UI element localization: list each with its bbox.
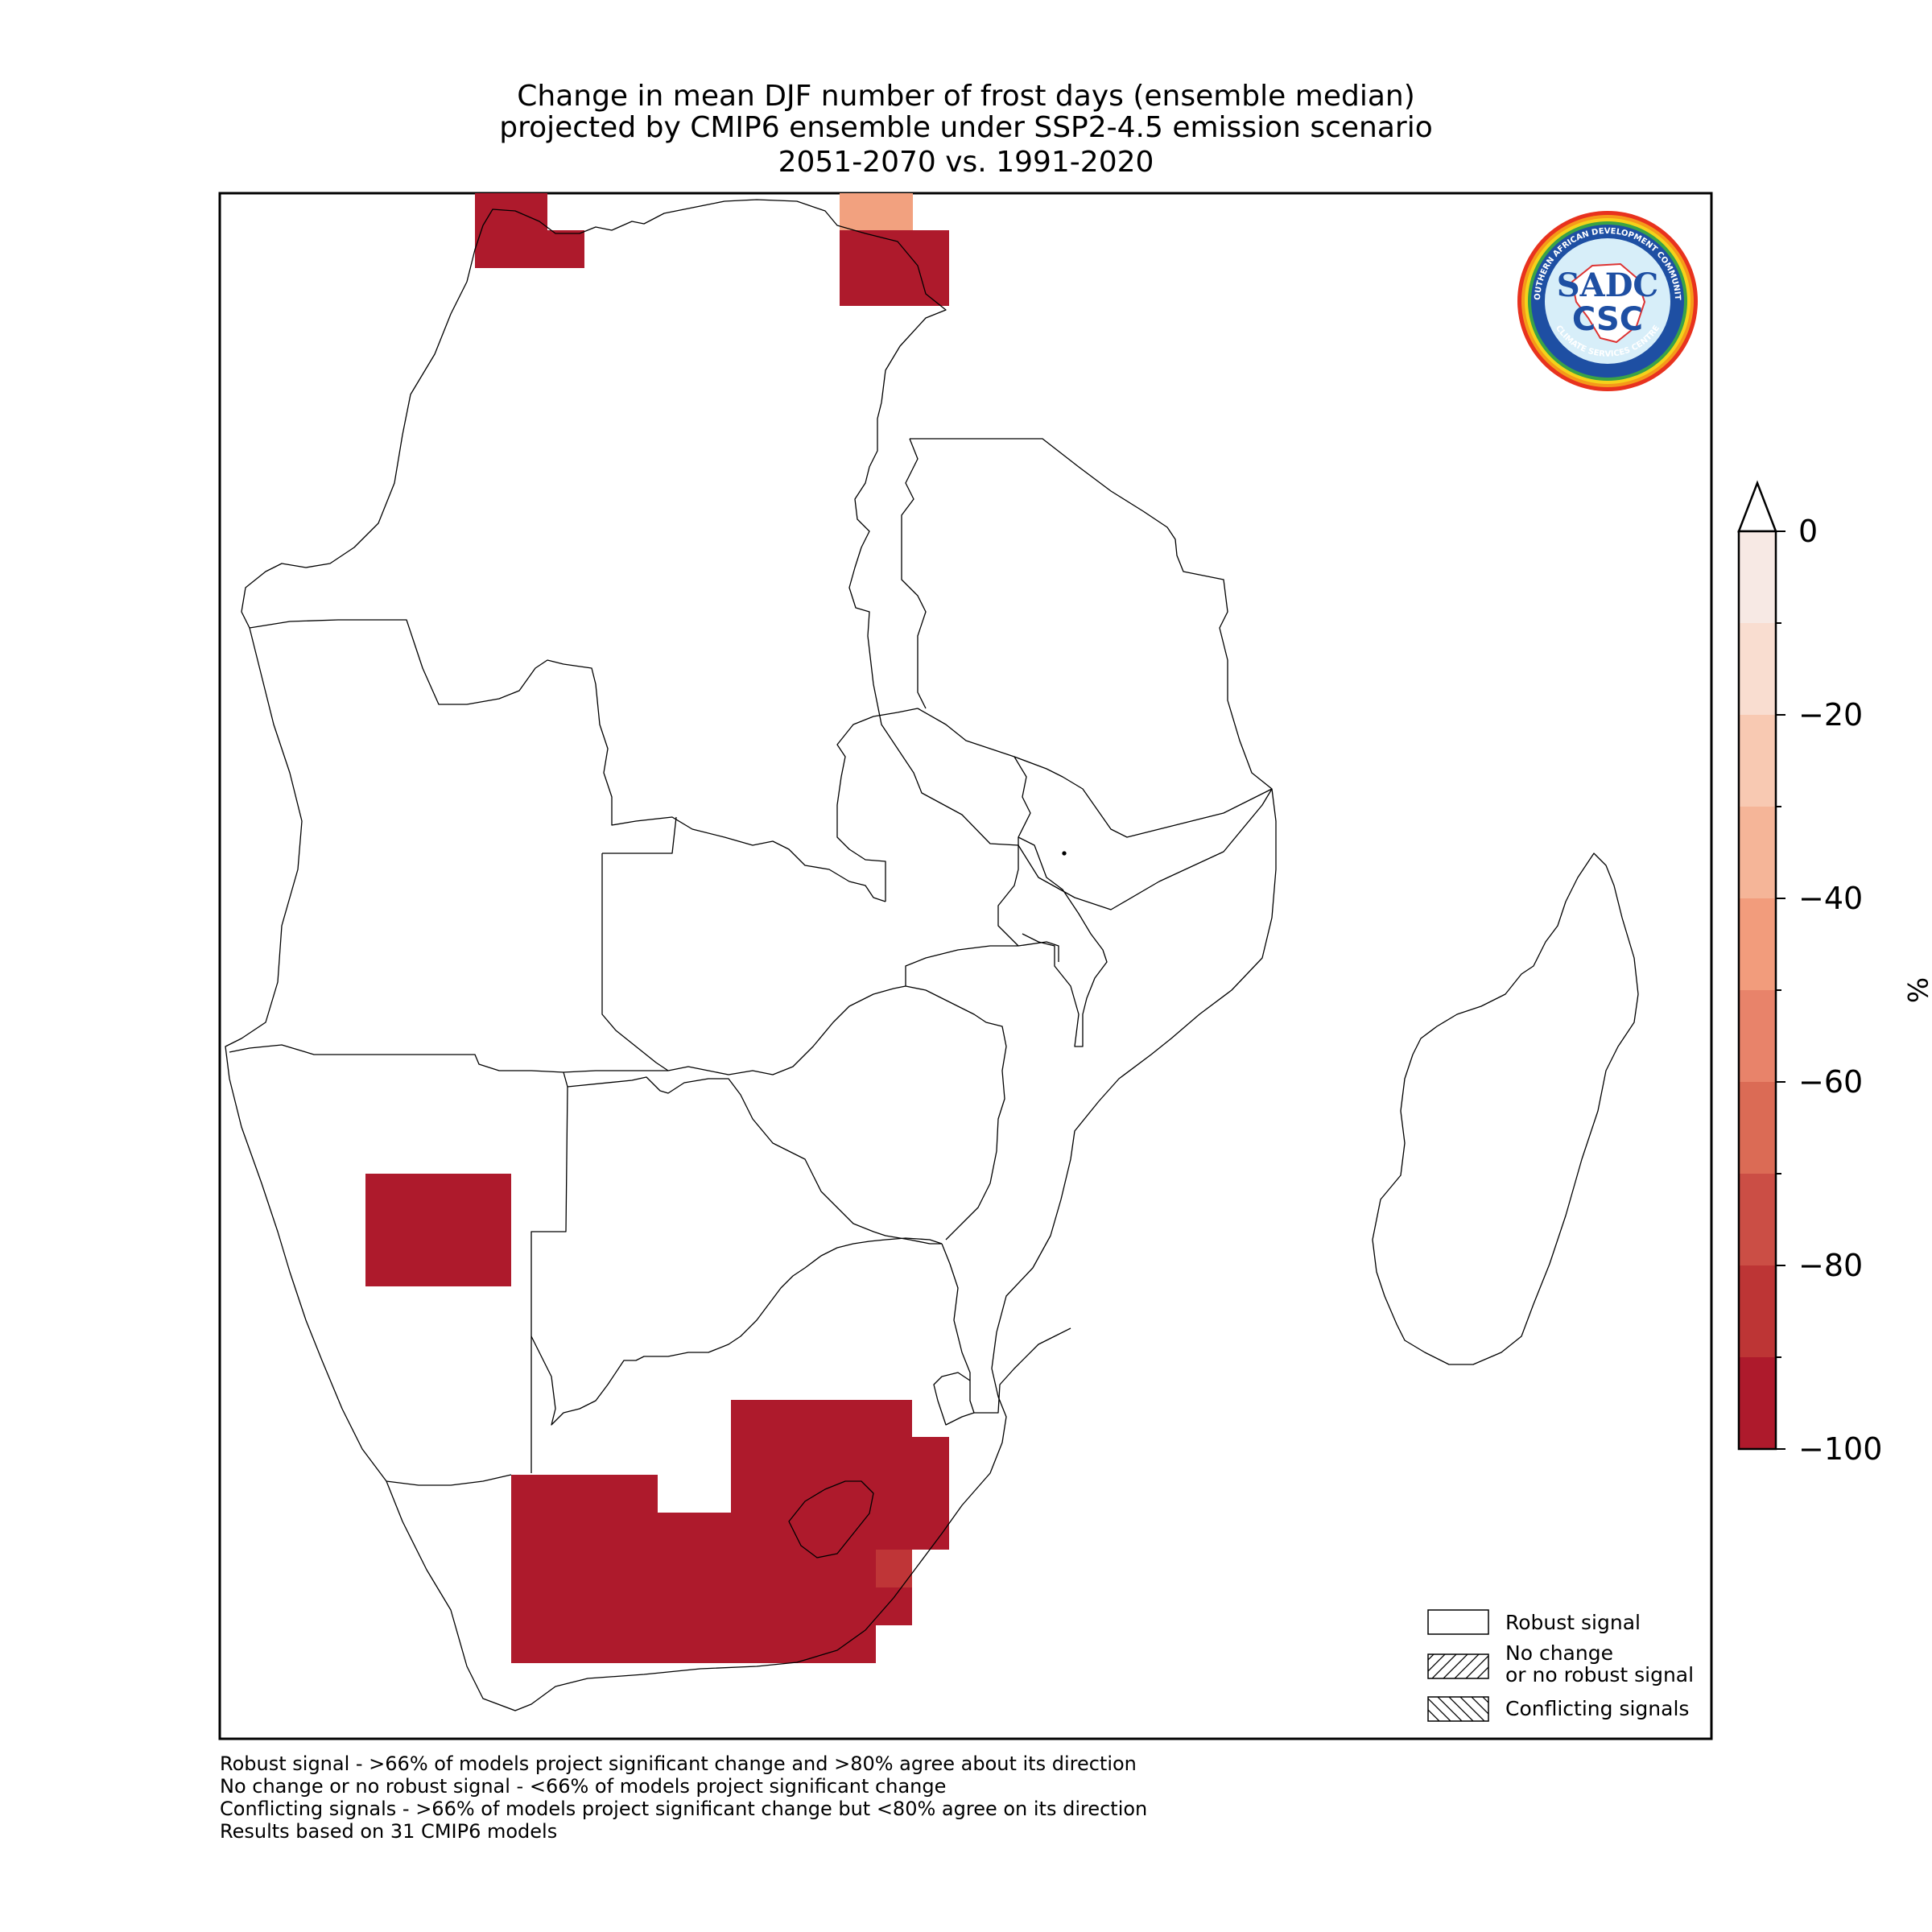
grid-cell-namibia — [365, 1174, 511, 1286]
colorbar-tick-label: −40 — [1798, 881, 1863, 916]
legend-swatch-no-change — [1427, 1653, 1489, 1679]
colorbar-tick-label: −60 — [1798, 1064, 1863, 1100]
colorbar-bin — [1739, 623, 1776, 716]
colorbar-bin — [1739, 1174, 1776, 1266]
colorbar-bin — [1739, 715, 1776, 807]
colorbar-bin — [1739, 990, 1776, 1083]
colorbar-tick-label: 0 — [1798, 514, 1818, 549]
footnote-models: Results based on 31 CMIP6 models — [220, 1820, 558, 1843]
map-title-line-1: Change in mean DJF number of frost days … — [517, 80, 1415, 113]
footnote-robust: Robust signal - >66% of models project s… — [220, 1752, 1137, 1775]
grid-cells — [365, 193, 949, 1663]
border-malawi — [1018, 836, 1108, 1047]
grid-cell-south-africa-east-coast — [876, 1550, 912, 1587]
footnote-no-change: No change or no robust signal - <66% of … — [220, 1775, 947, 1798]
border-drc-angola — [249, 619, 886, 902]
colorbar-extend-arrow — [1737, 480, 1777, 533]
country-borders — [225, 199, 1639, 1711]
legend-swatch-robust — [1427, 1609, 1489, 1635]
coast-madagascar — [1372, 852, 1639, 1365]
border-zimbabwe-mozambique — [905, 985, 1007, 1241]
legend-label-no-change-2: or no robust signal — [1505, 1663, 1694, 1686]
map-frame — [218, 192, 1713, 1740]
colorbar-ticks: 0 −20 −40 −60 −80 −100 — [1776, 514, 1882, 1467]
map-title-line-3: 2051-2070 vs. 1991-2020 — [778, 146, 1154, 179]
legend-label-no-change-1: No change — [1505, 1641, 1613, 1665]
border-namibia-botswana — [563, 1071, 942, 1245]
colorbar-bin — [1739, 1265, 1776, 1358]
colorbar-bin — [1739, 807, 1776, 899]
grid-cell-drc-northeast-upper — [840, 193, 913, 231]
border-tanzania-north — [910, 438, 1273, 790]
logo-mark-csc: CSC — [1572, 301, 1643, 338]
grid-cell-drc-northeast — [840, 230, 949, 306]
grid-cell-drc-northwest — [475, 193, 584, 268]
border-tanzania-lake — [901, 438, 927, 709]
footnote-conflicting: Conflicting signals - >66% of models pro… — [220, 1798, 1148, 1820]
border-lesotho — [788, 1480, 874, 1558]
africa-coastline — [225, 199, 1277, 1711]
colorbar-tick-label: −100 — [1798, 1431, 1882, 1467]
colorbar-bin — [1739, 1082, 1776, 1174]
border-botswana-southafrica — [530, 1237, 943, 1426]
colorbar-bin — [1739, 531, 1776, 624]
legend-label-conflicting: Conflicting signals — [1505, 1697, 1689, 1720]
border-namibia-angola — [229, 1044, 668, 1073]
border-eswatini — [933, 1372, 975, 1426]
border-mozambique-tanzania — [1013, 756, 1273, 838]
colorbar-tick-label: −80 — [1798, 1248, 1863, 1283]
border-zambia-tanzania — [917, 708, 1031, 947]
legend-label-robust: Robust signal — [1505, 1611, 1641, 1634]
colorbar: 0 −20 −40 −60 −80 −100 % — [1737, 480, 1932, 1467]
border-drc-zambia — [836, 708, 919, 902]
signal-legend: Robust signal No change or no robust sig… — [1427, 1609, 1694, 1722]
logo-mark-sadc: SADC — [1557, 266, 1658, 304]
colorbar-bin — [1739, 898, 1776, 991]
colorbar-bin — [1739, 1357, 1776, 1450]
border-zambia-mozambique — [905, 941, 1059, 986]
grid-cell-south-africa — [511, 1400, 949, 1663]
lake-marker — [1062, 851, 1067, 856]
legend-swatch-conflicting — [1427, 1696, 1489, 1722]
border-mozambique-southafrica — [941, 1243, 1071, 1414]
sadc-csc-logo: SOUTHERN AFRICAN DEVELOPMENT COMMUNITY C… — [1516, 209, 1698, 391]
border-zambia-south — [601, 816, 906, 1075]
border-namibia-east — [530, 1086, 568, 1473]
map-title-line-2: projected by CMIP6 ensemble under SSP2-4… — [499, 111, 1433, 144]
colorbar-tick-label: −20 — [1798, 697, 1863, 733]
colorbar-bins — [1739, 531, 1776, 1450]
border-namibia-southafrica — [386, 1474, 512, 1486]
colorbar-unit-label: % — [1901, 977, 1932, 1003]
